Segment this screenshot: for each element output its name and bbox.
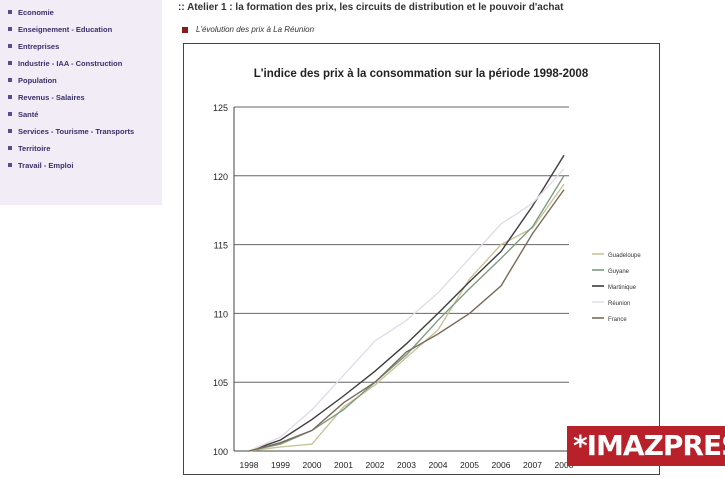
series-line: [248, 183, 565, 452]
sidebar-item-label: Enseignement - Education: [18, 25, 113, 34]
sidebar-item-label: Population: [18, 76, 57, 85]
x-tick-label: 2003: [397, 460, 416, 470]
bullet-icon: [8, 95, 12, 99]
x-tick-label: 2006: [492, 460, 511, 470]
x-tick-label: 2001: [334, 460, 353, 470]
chart-frame: L'indice des prix à la consommation sur …: [183, 43, 660, 475]
y-tick-label: 115: [214, 241, 228, 251]
price-index-chart: L'indice des prix à la consommation sur …: [213, 68, 641, 470]
watermark-logo: *IMAZPRESS: [567, 426, 725, 466]
sidebar-item-label: Entreprises: [18, 42, 60, 51]
sidebar-item-label: Travail - Emploi: [18, 161, 74, 170]
y-tick-label: 110: [214, 309, 228, 319]
bullet-icon: [8, 61, 12, 65]
sidebar-item[interactable]: Population: [0, 76, 162, 85]
sidebar-list: Economie Enseignement - Education Entrepri…: [0, 0, 162, 170]
sidebar-item[interactable]: Territoire: [0, 144, 162, 153]
chart-title: L'indice des prix à la consommation sur …: [254, 68, 589, 80]
sidebar-item-label: Santé: [18, 110, 39, 119]
series-line: [248, 154, 565, 452]
sidebar-item[interactable]: Services - Tourisme - Transports: [0, 127, 162, 136]
y-tick-label: 100: [213, 447, 228, 457]
series-line: [248, 189, 565, 452]
sidebar-item[interactable]: Entreprises: [0, 42, 162, 51]
sidebar-item[interactable]: Revenus - Salaires: [0, 93, 162, 102]
x-tick-label: 2004: [429, 460, 448, 470]
x-tick-label: 1998: [240, 460, 259, 470]
sidebar-item[interactable]: Economie: [0, 8, 162, 17]
subheading: L'évolution des prix à La Réunion: [182, 25, 314, 34]
legend-label: Martinique: [608, 285, 637, 291]
series-line: [248, 168, 565, 452]
sidebar-item[interactable]: Santé: [0, 110, 162, 119]
subheading-text: L'évolution des prix à La Réunion: [196, 25, 315, 34]
x-tick-label: 2002: [366, 460, 385, 470]
sidebar-item-label: Territoire: [18, 144, 51, 153]
y-tick-label: 125: [213, 103, 228, 113]
sidebar-item-label: Services - Tourisme - Transports: [18, 127, 135, 136]
sidebar-item-label: Revenus - Salaires: [18, 93, 85, 102]
bullet-icon: [8, 112, 12, 116]
legend-label: Guyane: [608, 269, 630, 275]
sidebar-item-label: Economie: [18, 8, 54, 17]
bullet-icon: [8, 10, 12, 14]
legend-label: Réunion: [608, 301, 630, 307]
bullet-icon: [8, 44, 12, 48]
sidebar-item[interactable]: Enseignement - Education: [0, 25, 162, 34]
x-tick-label: 2005: [460, 460, 479, 470]
sidebar-item-label: Industrie - IAA - Construction: [18, 59, 123, 68]
x-tick-label: 2007: [523, 460, 542, 470]
bullet-icon: [8, 27, 12, 31]
square-bullet-icon: [182, 26, 188, 33]
bullet-icon: [8, 146, 12, 150]
sidebar: Economie Enseignement - Education Entrepri…: [0, 0, 162, 205]
x-tick-label: 2008: [555, 460, 574, 470]
x-tick-label: 1999: [271, 460, 290, 470]
x-tick-label: 2000: [303, 460, 322, 470]
bullet-icon: [8, 78, 12, 82]
y-tick-label: 120: [213, 172, 228, 182]
sidebar-item[interactable]: Travail - Emploi: [0, 161, 162, 170]
bullet-icon: [8, 129, 12, 133]
legend-label: Guadeloupe: [608, 253, 641, 259]
page-heading: :: Atelier 1 : la formation des prix, le…: [178, 2, 564, 13]
bullet-icon: [8, 163, 12, 167]
sidebar-item[interactable]: Industrie - IAA - Construction: [0, 59, 162, 68]
y-tick-label: 105: [213, 378, 228, 388]
legend-label: France: [608, 317, 627, 323]
